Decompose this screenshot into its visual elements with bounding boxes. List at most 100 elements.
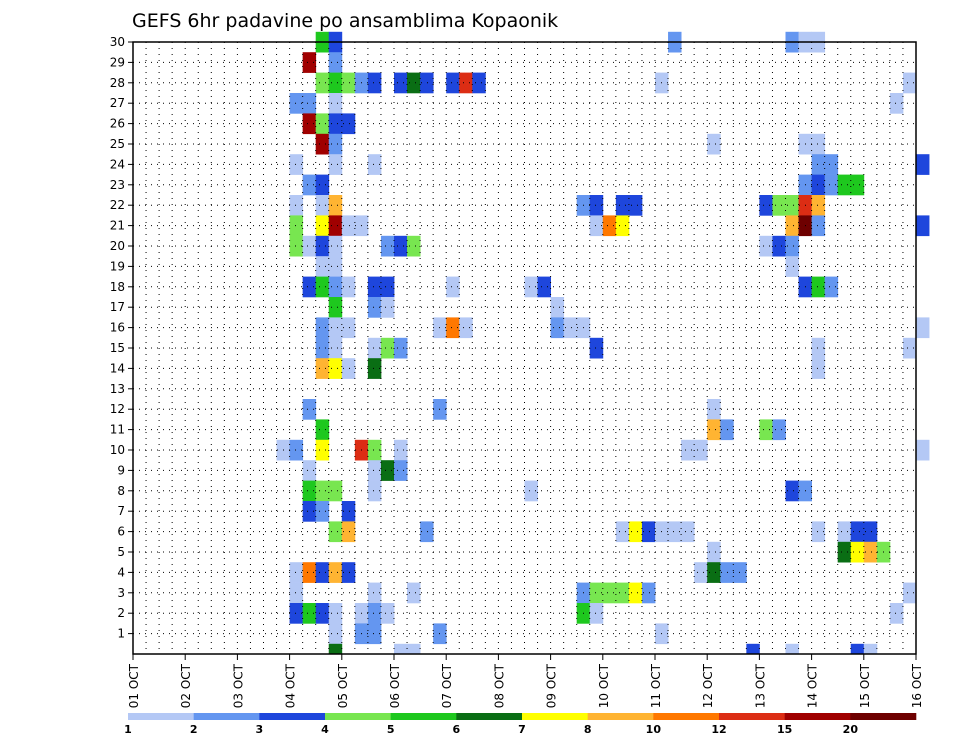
colorbar-swatch (456, 713, 523, 720)
heatmap-cell (315, 337, 330, 359)
heatmap-cell (668, 521, 682, 543)
heatmap-cell (341, 317, 356, 339)
colorbar: 1 2 3 4 5 6 7 8 10 12 15 20 (124, 713, 917, 736)
heatmap-cell (407, 235, 421, 257)
heatmap-cell (328, 297, 343, 318)
heatmap-cell (811, 276, 826, 298)
heatmap-cell (681, 439, 695, 461)
y-tick-label: 5 (117, 545, 125, 559)
heatmap-cell (328, 521, 343, 543)
heatmap-cell (811, 215, 826, 237)
x-tick-label: 09 OCT (545, 663, 559, 708)
x-tick-label: 08 OCT (492, 663, 506, 708)
colorbar-swatch (784, 713, 851, 720)
heatmap-cell (902, 72, 917, 94)
heatmap-cell (472, 72, 486, 94)
heatmap-cell (863, 541, 878, 563)
heatmap-cell (615, 582, 630, 604)
y-tick-label: 29 (110, 55, 125, 69)
colorbar-swatch (587, 713, 654, 720)
heatmap-cell (394, 439, 408, 461)
x-tick-label: 06 OCT (388, 663, 402, 708)
heatmap-cell (785, 643, 799, 655)
heatmap-cell (315, 562, 330, 583)
heatmap-cell (615, 195, 630, 216)
heatmap-cell (328, 195, 343, 216)
heatmap-cell (681, 521, 695, 543)
heatmap-cell (302, 174, 317, 196)
heatmap-cell (772, 235, 786, 257)
y-tick-label: 6 (117, 525, 125, 539)
heatmap-cell (837, 541, 852, 563)
heatmap-cell (759, 235, 773, 257)
colorbar-label: 1 (124, 723, 132, 736)
heatmap-cell (328, 603, 343, 624)
heatmap-cell (367, 297, 382, 318)
colorbar-label: 2 (190, 723, 198, 736)
heatmap-cell (628, 521, 643, 543)
heatmap-cell (328, 113, 343, 135)
heatmap-cell (315, 72, 330, 94)
heatmap-cell (420, 521, 434, 543)
heatmap-cell (811, 358, 826, 379)
heatmap-cell (328, 133, 343, 155)
heatmap-cell (407, 72, 421, 94)
heatmap-cell (289, 154, 304, 175)
heatmap-cell (902, 337, 917, 359)
heatmap-cell (628, 582, 643, 604)
colorbar-swatch (522, 713, 588, 720)
heatmap-cell (315, 480, 330, 502)
heatmap-cell (889, 93, 904, 114)
heatmap-cell (380, 337, 395, 359)
heatmap-cell (302, 501, 317, 522)
heatmap-cell (759, 195, 773, 216)
heatmap-cell (641, 582, 656, 604)
heatmap-cell (341, 521, 356, 543)
x-tick-label: 11 OCT (649, 663, 663, 708)
heatmap-cell (302, 93, 317, 114)
heatmap-cell (302, 113, 317, 135)
heatmap-cell (328, 276, 343, 298)
y-tick-label: 17 (110, 300, 125, 314)
heatmap-cell (811, 174, 826, 196)
heatmap-cell (315, 317, 330, 339)
heatmap-cell (772, 195, 786, 216)
heatmap-cell (315, 133, 330, 155)
heatmap-cell (328, 623, 343, 645)
colorbar-swatch (193, 713, 260, 720)
heatmap-cell (641, 521, 656, 543)
x-axis: 01 OCT 02 OCT 03 OCT 04 OCT 05 OCT 06 OCT 07 O… (127, 654, 924, 708)
heatmap-cell (315, 358, 330, 379)
x-tick-label: 01 OCT (127, 663, 141, 708)
heatmap-cell (302, 52, 317, 73)
heatmap-cell (602, 215, 617, 237)
heatmap-cell (850, 541, 865, 563)
heatmap-cell (302, 235, 317, 257)
colorbar-label: 4 (321, 723, 329, 736)
heatmap-cell (394, 72, 408, 94)
heatmap-cell (315, 439, 330, 461)
heatmap-cell (824, 276, 839, 298)
heatmap-cell (889, 603, 904, 624)
colorbar-swatch (390, 713, 457, 720)
heatmap-cell (902, 582, 917, 604)
heatmap-cell (289, 93, 304, 114)
heatmap-cell (380, 276, 395, 298)
heatmap-cell (916, 154, 930, 175)
heatmap-cell (380, 235, 395, 257)
heatmap-cell (315, 603, 330, 624)
heatmap-cell (589, 195, 604, 216)
y-tick-label: 1 (117, 627, 125, 641)
heatmap-cell (328, 72, 343, 94)
heatmap-cell (289, 235, 304, 257)
heatmap-cell (315, 276, 330, 298)
heatmap-cell (289, 439, 304, 461)
heatmap-cell (328, 235, 343, 257)
heatmap-cell (589, 337, 604, 359)
heatmap-cell (407, 643, 421, 655)
heatmap-cell (315, 174, 330, 196)
heatmap-cell (837, 174, 852, 196)
heatmap-cell (302, 460, 317, 481)
y-tick-label: 11 (110, 423, 125, 437)
y-tick-label: 27 (110, 96, 125, 110)
